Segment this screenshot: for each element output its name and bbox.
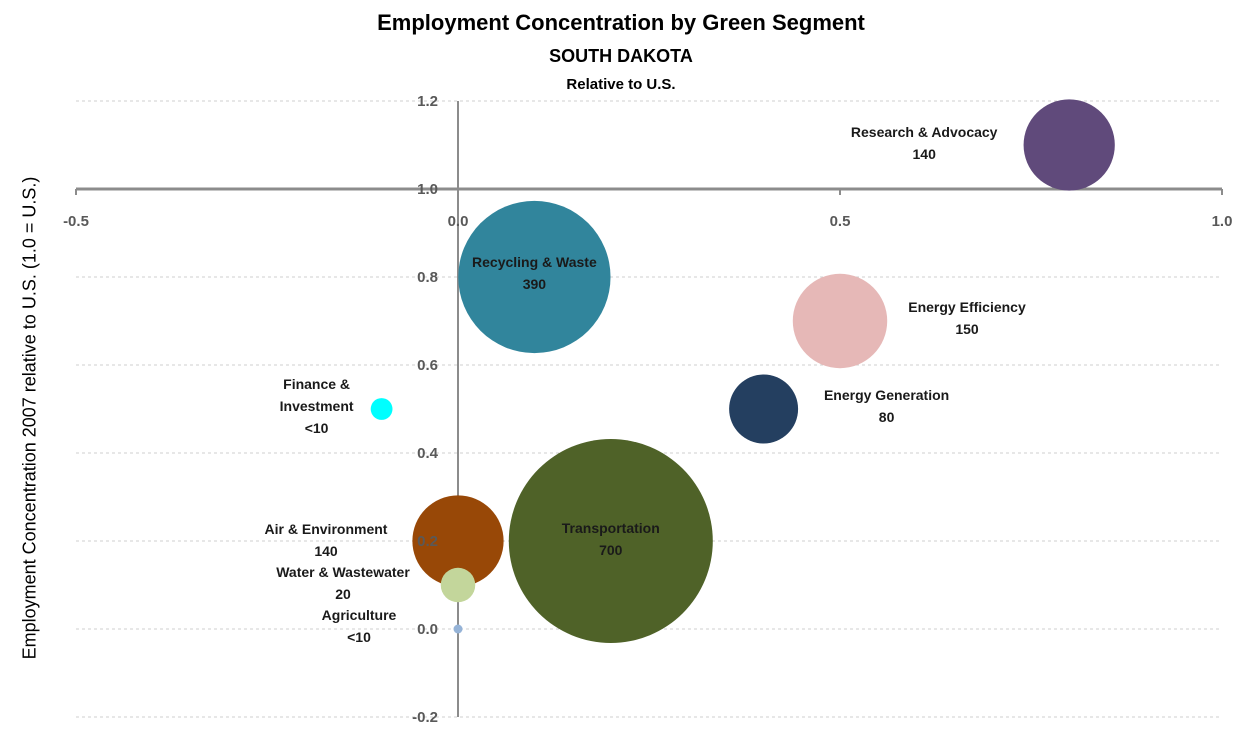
- y-tick-label: 0.2: [417, 533, 438, 550]
- bubble: [792, 273, 888, 369]
- bubble-label: Research & Advocacy: [851, 124, 998, 140]
- chart-subtitle: SOUTH DAKOTA: [549, 46, 693, 66]
- bubble: [458, 200, 611, 354]
- bubble: [412, 495, 504, 587]
- bubble-label: Energy Efficiency: [908, 299, 1026, 315]
- x-tick-label: 1.0: [1212, 213, 1233, 230]
- y-tick-label: 0.6: [417, 357, 438, 374]
- bubble: [508, 439, 713, 643]
- bubble: [440, 567, 476, 603]
- bubble: [370, 398, 393, 420]
- bubble-size-label: 390: [523, 276, 547, 292]
- bubble-label: Investment: [280, 398, 354, 414]
- bubble-size-label: <10: [305, 420, 329, 436]
- bubble-size-label: 150: [955, 321, 979, 337]
- bubbles: [370, 99, 1115, 643]
- bubble-size-label: 700: [599, 542, 623, 558]
- bubble: [453, 624, 463, 634]
- y-tick-label: 0.0: [417, 621, 438, 638]
- y-tick-label: 1.0: [417, 181, 438, 198]
- bubble-labels: Research & Advocacy 140 Recycling & Waste 3…: [265, 124, 1026, 645]
- x-tick-label: 0.5: [830, 213, 851, 230]
- bubble-label: Recycling & Waste: [472, 254, 597, 270]
- y-tick-label: -0.2: [412, 709, 438, 726]
- bubble-size-label: <10: [347, 629, 371, 645]
- chart-title: Employment Concentration by Green Segmen…: [377, 10, 865, 35]
- y-tick-label: 1.2: [417, 93, 438, 110]
- chart-subtitle-2: Relative to U.S.: [566, 76, 676, 93]
- axes: [75, 101, 1223, 717]
- y-tick-label: 0.4: [417, 445, 439, 462]
- bubble-label: Transportation: [562, 520, 660, 536]
- bubble-size-label: 140: [314, 543, 338, 559]
- bubble-label: Agriculture: [322, 607, 397, 623]
- x-tick-label: -0.5: [63, 213, 89, 230]
- bubble: [729, 374, 799, 444]
- bubble-size-label: 80: [879, 409, 895, 425]
- bubble-label: Air & Environment: [265, 521, 388, 537]
- bubble: [1023, 99, 1115, 191]
- bubble-size-label: 20: [335, 586, 351, 602]
- y-tick-label: 0.8: [417, 269, 438, 286]
- bubble-label: Finance &: [283, 376, 350, 392]
- bubble-label: Water & Wastewater: [276, 564, 410, 580]
- bubble-size-label: 140: [913, 146, 937, 162]
- tick-labels: 1.2 1.0 0.8 0.6 0.4 0.2 0.0 -0.2 -0.5 0.0 0.5 1.0: [63, 93, 1232, 726]
- x-tick-label: 0.0: [448, 213, 469, 230]
- bubble-label: Energy Generation: [824, 387, 949, 403]
